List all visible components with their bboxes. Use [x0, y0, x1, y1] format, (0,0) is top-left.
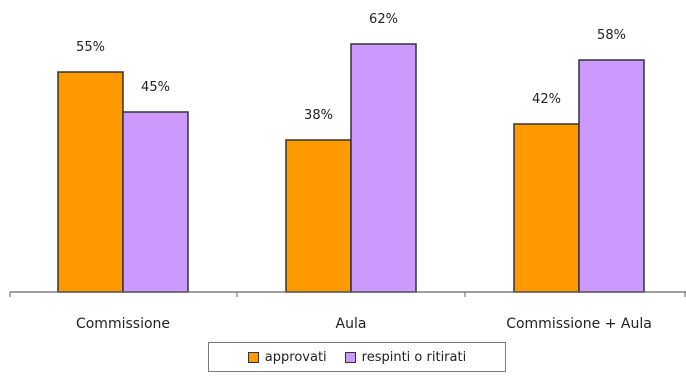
legend-item-respinti: respinti o ritirati [344, 349, 467, 365]
legend-swatch-approvati [247, 351, 259, 363]
data-label: 45% [141, 80, 170, 95]
bar-respinti-o-ritirati-1 [350, 43, 417, 293]
legend-label-respinti: respinti o ritirati [361, 349, 467, 365]
bar-respinti-o-ritirati-2 [578, 59, 645, 293]
data-label: 38% [304, 108, 333, 123]
data-label: 62% [369, 12, 398, 27]
data-label: 58% [597, 28, 626, 43]
bar-approvati-0 [57, 71, 124, 293]
chart-legend: approvati respinti o ritirati [208, 342, 506, 372]
x-axis-group: Commissione Aula Commissione + Aula [9, 291, 686, 332]
data-label: 55% [76, 40, 105, 55]
data-labels-group: 55% 38% 42% 45% 62% 58% [76, 12, 626, 123]
bar-respinti-o-ritirati-0 [122, 111, 189, 293]
bar-approvati-1 [285, 139, 352, 293]
legend-swatch-respinti [344, 351, 356, 363]
x-tick-label: Aula [336, 316, 367, 332]
bars-group [57, 43, 645, 293]
data-label: 42% [532, 92, 561, 107]
x-tick-label: Commissione + Aula [506, 316, 652, 332]
legend-item-approvati: approvati [247, 349, 327, 365]
x-tick-label: Commissione [76, 316, 170, 332]
legend-label-approvati: approvati [264, 349, 327, 365]
bar-approvati-2 [513, 123, 580, 293]
